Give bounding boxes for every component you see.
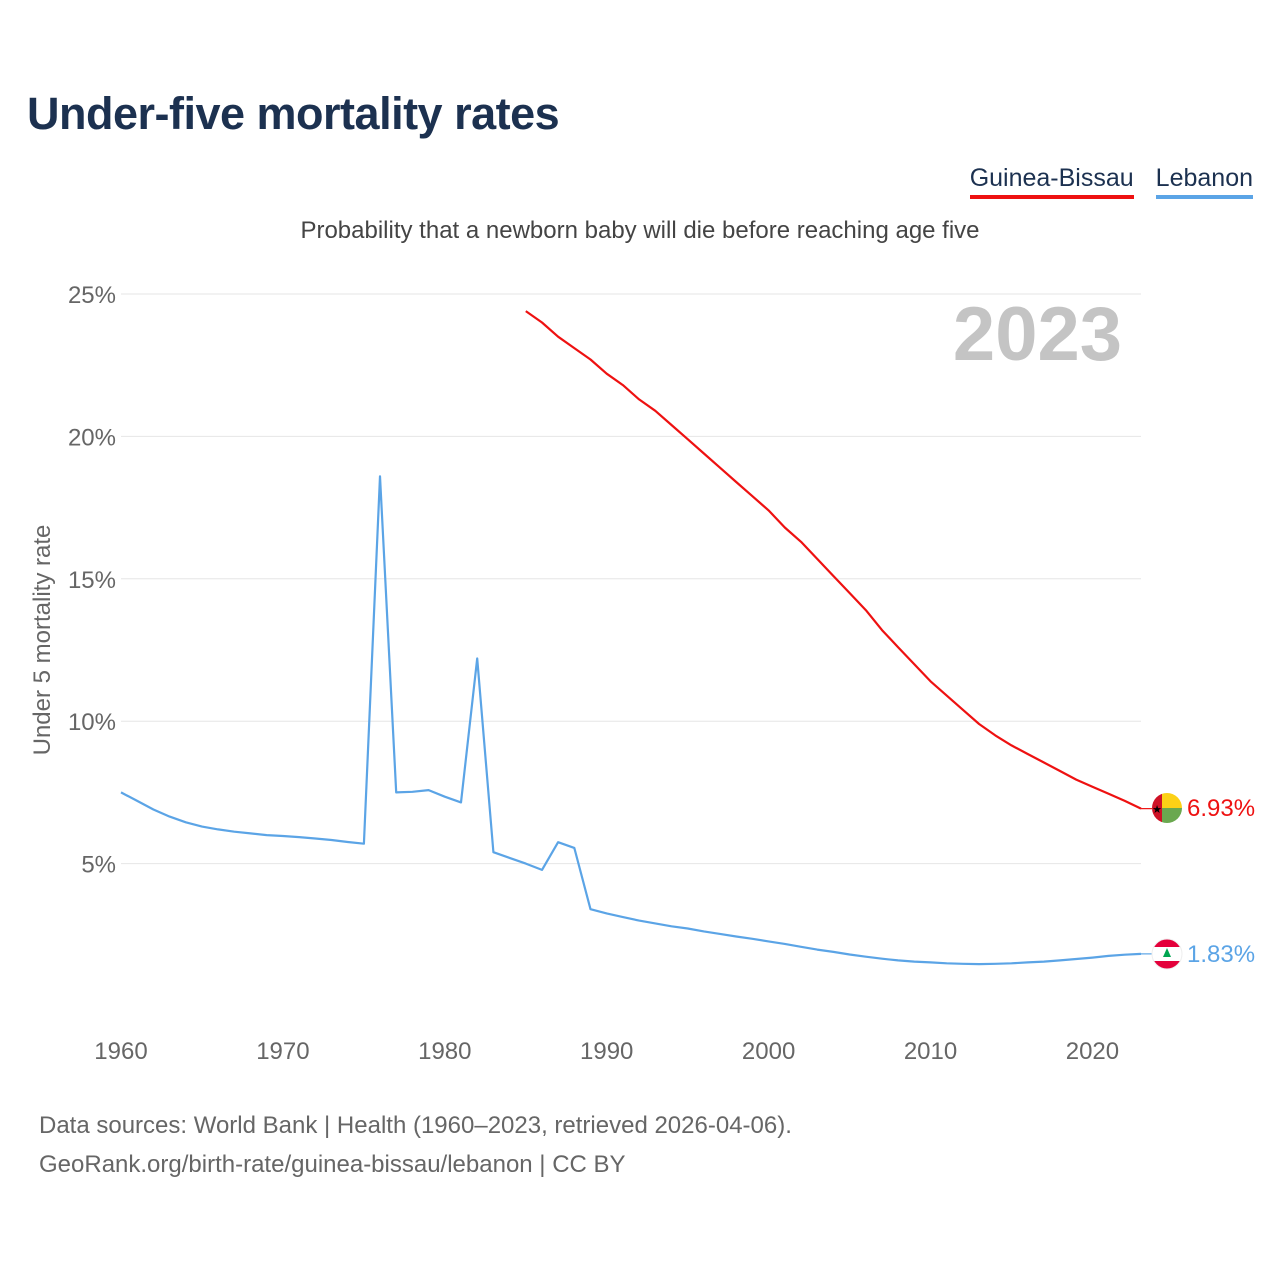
legend-item-lebanon[interactable]: Lebanon [1155,164,1253,199]
y-axis-ticks: 5% 10% 15% 20% 25% [68,282,116,879]
x-tick-label: 2020 [1066,1038,1119,1065]
series-line-guinea-bissau [525,310,1142,810]
end-value-label-guinea-bissau: 6.93% [1187,795,1255,822]
legend: Guinea-Bissau Lebanon [969,164,1253,199]
x-tick-label: 1970 [256,1038,309,1065]
series-line-lebanon [120,475,1142,966]
guinea-bissau-flag-icon: ★ [1152,793,1182,823]
sources-line-1: Data sources: World Bank | Health (1960–… [39,1112,792,1139]
y-tick-label: 15% [68,567,116,594]
year-label: 2023 [953,292,1122,377]
svg-text:★: ★ [1152,803,1162,816]
x-tick-label: 2000 [742,1038,795,1065]
chart-title: Under-five mortality rates [27,88,560,139]
x-tick-label: 1980 [418,1038,471,1065]
legend-item-guinea-bissau[interactable]: Guinea-Bissau [969,164,1134,199]
x-tick-label: 2010 [904,1038,957,1065]
data-sources: Data sources: World Bank | Health (1960–… [39,1106,792,1184]
y-tick-label: 25% [68,282,116,309]
y-tick-label: 5% [81,852,116,879]
end-value-label-lebanon: 1.83% [1187,941,1255,968]
grid-lines [121,293,1141,865]
line-chart: 5% 10% 15% 20% 25% 1960 1970 1980 1990 2000 2010 2… [29,282,1255,1065]
x-tick-label: 1960 [94,1038,147,1065]
x-tick-label: 1990 [580,1038,633,1065]
y-tick-label: 10% [68,709,116,736]
sources-line-2: GeoRank.org/birth-rate/guinea-bissau/leb… [39,1151,626,1178]
lebanon-flag-icon [1151,938,1183,970]
y-axis-label: Under 5 mortality rate [29,525,56,756]
y-tick-label: 20% [68,424,116,451]
series-lines [120,310,1152,966]
chart-subtitle: Probability that a newborn baby will die… [300,217,980,244]
x-axis-ticks: 1960 1970 1980 1990 2000 2010 2020 [94,1038,1119,1065]
